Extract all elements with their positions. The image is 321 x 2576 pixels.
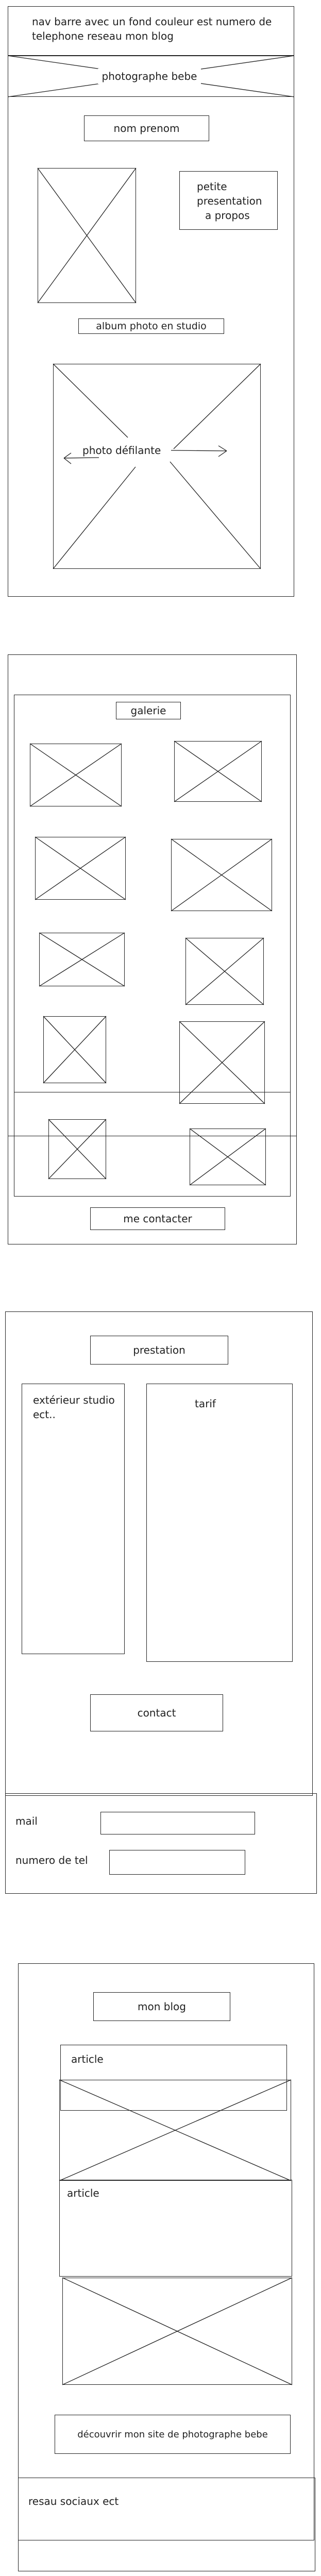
arrow-left-icon[interactable] — [62, 451, 100, 466]
slideshow-image-placeholder — [53, 363, 261, 569]
article-2-label: article — [67, 2187, 99, 2199]
gallery-photo-5-placeholder — [39, 932, 125, 987]
blog-section — [18, 1963, 314, 2540]
gallery-photo-1-placeholder — [29, 743, 122, 807]
album-label: album photo en studio — [96, 321, 207, 332]
footer — [18, 2478, 315, 2571]
prestation-title-box: prestation — [90, 1336, 228, 1365]
presentation-line2: presentation — [197, 195, 262, 207]
gallery-photo-4[interactable] — [171, 839, 272, 911]
article-2-header[interactable] — [59, 2180, 292, 2277]
gallery-photo-9-placeholder — [48, 1119, 107, 1180]
studio-column — [22, 1384, 125, 1654]
tariff-column — [146, 1384, 293, 1662]
gallery-photo-8[interactable] — [179, 1021, 265, 1104]
phone-input[interactable] — [109, 1850, 245, 1875]
prestation-title: prestation — [133, 1344, 185, 1356]
blog-title: mon blog — [138, 2000, 186, 2013]
mail-label: mail — [15, 1815, 38, 1827]
gallery-grid-bottom — [14, 695, 291, 1197]
presentation-box — [179, 171, 278, 230]
article-2-image — [62, 2278, 292, 2385]
nav-description-line2: telephone reseau mon blog — [32, 30, 174, 42]
slideshow-frame[interactable] — [53, 364, 261, 569]
discover-site-button[interactable]: découvrir mon site de photographe bebe — [55, 2415, 291, 2454]
slideshow-label: photo défilante — [82, 444, 161, 457]
blog-title-box: mon blog — [93, 1992, 230, 2021]
gallery-photo-2-placeholder — [174, 740, 262, 802]
album-label-box: album photo en studio — [78, 318, 224, 334]
studio-line2: ect.. — [33, 1408, 56, 1421]
name-label-box: nom prenom — [84, 115, 209, 141]
presentation-line1: petite — [197, 180, 227, 193]
gallery-photo-3-placeholder — [35, 836, 126, 900]
page-title: photographe bebe — [98, 69, 201, 84]
gallery-photo-3[interactable] — [35, 837, 126, 900]
article-1-label: article — [71, 2053, 104, 2065]
nav-description-line1: nav barre avec un fond couleur est numer… — [32, 15, 272, 28]
portrait-photo — [38, 168, 136, 303]
gallery-photo-2[interactable] — [174, 741, 262, 802]
gallery-title: galerie — [130, 704, 166, 717]
gallery-photo-5[interactable] — [39, 933, 125, 986]
article-2-image-placeholder — [62, 2277, 293, 2385]
article-1-image — [59, 2080, 291, 2181]
contact-form — [5, 1793, 317, 1894]
header-nav-bar[interactable] — [8, 6, 294, 56]
hero-banner — [8, 56, 294, 97]
gallery-section-frame — [8, 654, 297, 1244]
tariff-label: tarif — [195, 1398, 216, 1410]
article-1-image-placeholder — [59, 2079, 292, 2181]
gallery-photo-9[interactable] — [48, 1119, 106, 1179]
article-1-header[interactable] — [60, 2045, 287, 2111]
gallery-photo-6[interactable] — [185, 938, 264, 1005]
gallery-photo-7[interactable] — [43, 1016, 106, 1083]
gallery-photo-8-placeholder — [179, 1021, 265, 1104]
contact-button-label: contact — [137, 1707, 176, 1719]
gallery-photo-10-placeholder — [189, 1128, 266, 1186]
presentation-line3: a propos — [205, 209, 250, 222]
name-label: nom prenom — [113, 122, 180, 134]
gallery-photo-7-placeholder — [43, 1016, 107, 1084]
footer-label: resau sociaux ect — [28, 2495, 119, 2507]
gallery-photo-4-placeholder — [171, 838, 273, 912]
gallery-photo-10[interactable] — [190, 1129, 266, 1185]
contact-button[interactable]: contact — [90, 1694, 223, 1731]
discover-site-label: découvrir mon site de photographe bebe — [77, 2429, 268, 2440]
gallery-photo-6-placeholder — [185, 937, 264, 1005]
arrow-right-icon[interactable] — [170, 444, 229, 460]
portrait-image-placeholder — [37, 167, 137, 304]
services-section — [5, 1311, 313, 1796]
mail-input[interactable] — [100, 1812, 255, 1834]
me-contacter-label: me contacter — [123, 1213, 192, 1225]
gallery-title-box: galerie — [116, 702, 181, 719]
gallery-photo-1[interactable] — [30, 744, 122, 806]
studio-line1: extérieur studio — [33, 1394, 115, 1406]
me-contacter-button[interactable]: me contacter — [90, 1207, 225, 1230]
phone-label: numero de tel — [15, 1854, 88, 1866]
